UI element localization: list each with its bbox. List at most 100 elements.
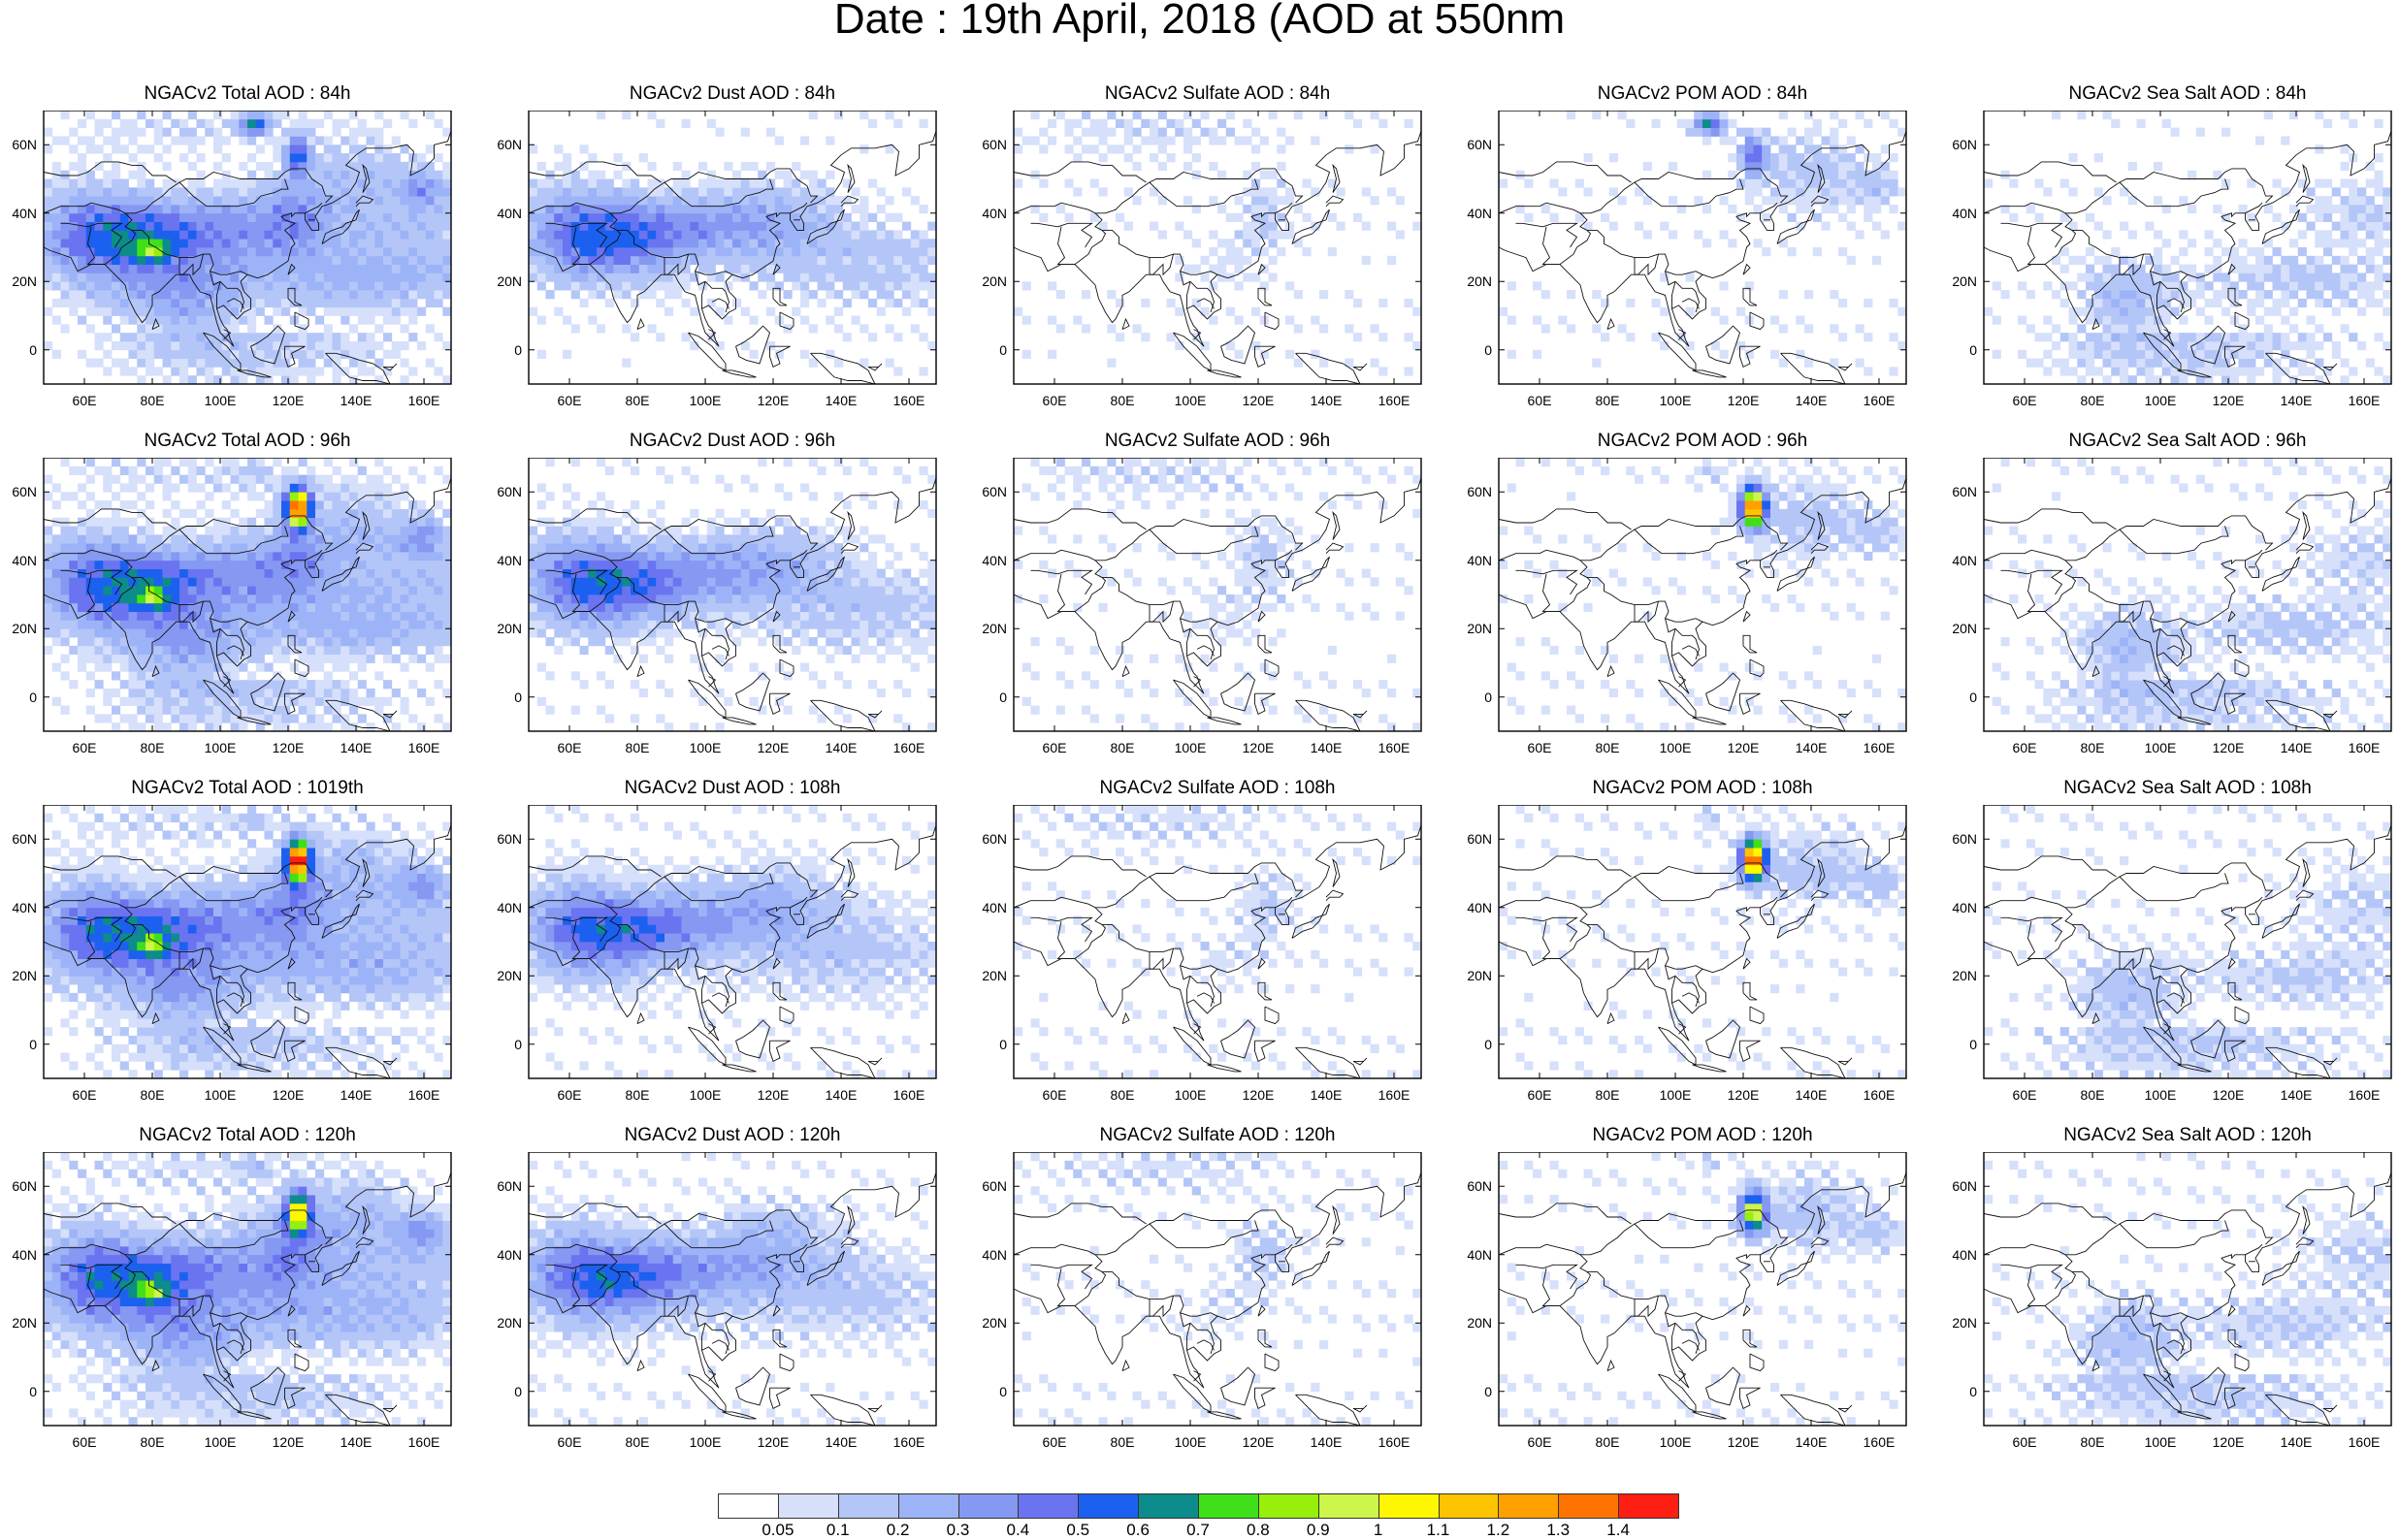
aod-cell bbox=[715, 255, 725, 266]
aod-cell bbox=[196, 367, 206, 376]
aod-cell bbox=[298, 290, 308, 300]
aod-cell bbox=[255, 264, 265, 273]
aod-cell bbox=[698, 534, 708, 544]
aod-cell bbox=[357, 680, 367, 690]
aod-cell bbox=[315, 645, 325, 656]
aod-cell bbox=[740, 204, 750, 214]
aod-cell bbox=[1293, 324, 1303, 334]
aod-cell bbox=[442, 586, 452, 595]
aod-cell bbox=[357, 306, 367, 316]
aod-cell bbox=[622, 568, 632, 578]
aod-cell bbox=[2263, 290, 2273, 300]
aod-cell bbox=[1217, 273, 1227, 282]
aod-cell bbox=[273, 714, 282, 723]
aod-cell bbox=[536, 500, 546, 510]
aod-cell bbox=[1864, 187, 1873, 197]
aod-cell bbox=[631, 281, 640, 291]
aod-cell bbox=[51, 230, 61, 240]
aod-cell bbox=[128, 306, 138, 316]
aod-cell bbox=[162, 144, 172, 154]
aod-cell bbox=[230, 508, 240, 519]
aod-cell bbox=[842, 264, 852, 273]
aod-cell bbox=[758, 230, 767, 240]
aod-cell bbox=[1277, 161, 1286, 172]
aod-cell bbox=[1778, 187, 1788, 197]
aod-cell bbox=[2188, 349, 2197, 359]
aod-cell bbox=[2120, 255, 2129, 266]
aod-cell bbox=[374, 273, 384, 282]
coastline-path bbox=[571, 226, 622, 266]
aod-cell bbox=[442, 127, 452, 137]
aod-cell bbox=[2357, 239, 2367, 248]
aod-cell bbox=[2136, 324, 2146, 334]
aod-cell bbox=[622, 551, 632, 561]
aod-cell bbox=[783, 247, 793, 257]
aod-cell bbox=[425, 594, 435, 604]
aod-cell bbox=[2374, 178, 2383, 188]
aod-cell bbox=[570, 255, 580, 266]
aod-cell bbox=[1558, 187, 1568, 197]
aod-cell bbox=[588, 178, 598, 188]
aod-cell bbox=[622, 577, 632, 587]
aod-cell bbox=[374, 161, 384, 172]
aod-cell bbox=[732, 178, 742, 188]
aod-cell bbox=[239, 212, 248, 222]
aod-cell bbox=[374, 144, 384, 154]
aod-cell bbox=[545, 264, 555, 273]
aod-cell bbox=[391, 492, 401, 501]
aod-cell bbox=[434, 204, 443, 214]
aod-cell bbox=[665, 594, 674, 604]
coastline-path bbox=[1149, 178, 1259, 208]
aod-cell bbox=[391, 594, 401, 604]
aod-cell bbox=[281, 680, 291, 690]
aod-cell bbox=[1209, 264, 1218, 273]
aod-cell bbox=[179, 671, 189, 681]
aod-cell bbox=[647, 560, 657, 569]
aod-cell bbox=[112, 144, 121, 154]
aod-cell bbox=[332, 255, 341, 266]
aod-cell bbox=[128, 620, 138, 629]
aod-cell bbox=[1830, 144, 1839, 154]
aod-cell bbox=[408, 594, 418, 604]
aod-cell bbox=[826, 187, 835, 197]
aod-cell bbox=[247, 465, 257, 476]
aod-cell bbox=[247, 568, 257, 578]
aod-cell bbox=[383, 281, 393, 291]
aod-cell bbox=[349, 483, 359, 493]
aod-cell bbox=[60, 187, 70, 197]
aod-cell bbox=[1719, 230, 1729, 240]
aod-cell bbox=[273, 111, 282, 120]
aod-cell bbox=[171, 483, 180, 493]
aod-cell bbox=[264, 465, 274, 476]
aod-cell bbox=[221, 560, 231, 569]
aod-cell bbox=[153, 247, 163, 257]
aod-cell bbox=[1302, 178, 1312, 188]
aod-cell bbox=[1778, 153, 1788, 163]
aod-cell bbox=[94, 187, 104, 197]
aod-cell bbox=[137, 247, 146, 257]
aod-cell bbox=[69, 526, 79, 535]
aod-cell bbox=[800, 315, 810, 325]
aod-cell bbox=[2238, 333, 2248, 342]
aod-cell bbox=[366, 333, 375, 342]
aod-cell bbox=[706, 221, 716, 231]
lat-tick-label: 60N bbox=[12, 484, 37, 500]
aod-cell bbox=[205, 340, 214, 351]
aod-cell bbox=[698, 221, 708, 231]
coastline-path bbox=[695, 271, 729, 313]
aod-cell bbox=[213, 290, 223, 300]
aod-cell bbox=[2077, 324, 2087, 334]
coastline-path bbox=[287, 287, 303, 306]
aod-cell bbox=[221, 358, 231, 368]
aod-cell bbox=[162, 654, 172, 663]
aod-cell bbox=[307, 688, 316, 698]
aod-cell bbox=[239, 247, 248, 257]
aod-cell bbox=[408, 680, 418, 690]
aod-cell bbox=[112, 358, 121, 368]
aod-cell bbox=[349, 654, 359, 663]
aod-cell bbox=[1778, 161, 1788, 172]
aod-cell bbox=[545, 458, 555, 467]
aod-cell bbox=[638, 212, 648, 222]
aod-cell bbox=[391, 315, 401, 325]
aod-cell bbox=[239, 705, 248, 715]
